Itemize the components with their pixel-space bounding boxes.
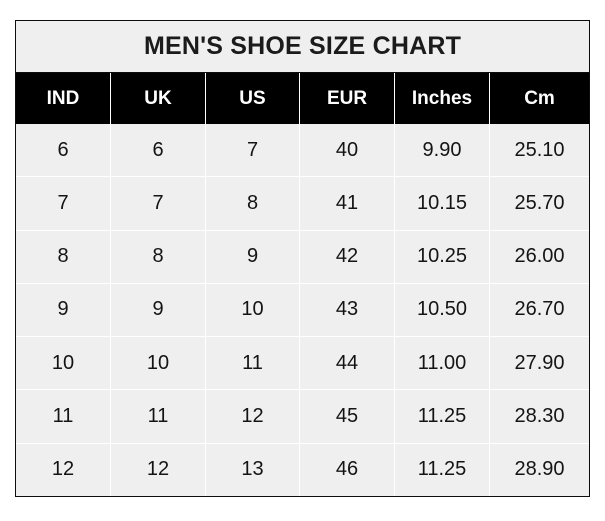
- size-chart-table: MEN'S SHOE SIZE CHART IND UK US EUR Inches Cm…: [15, 20, 590, 497]
- cell-us-6: 13: [206, 443, 300, 496]
- column-header-eur: EUR: [300, 73, 395, 124]
- cell-us-5: 12: [206, 390, 300, 443]
- cell-eur-3: 43: [300, 283, 395, 337]
- cell-eur-5: 45: [300, 390, 395, 443]
- column-header-uk: UK: [111, 73, 206, 124]
- cell-eur-4: 44: [300, 337, 395, 390]
- cell-cm-5: 28.30: [490, 390, 589, 443]
- cell-uk-4: 10: [111, 337, 206, 390]
- cell-inches-4: 11.00: [395, 337, 490, 390]
- cell-inches-3: 10.50: [395, 283, 490, 337]
- cell-eur-1: 41: [300, 177, 395, 230]
- cell-ind-1: 7: [16, 177, 111, 230]
- table-row: 12 12 13 46 11.25 28.90: [16, 443, 589, 496]
- table-row: 9 9 10 43 10.50 26.70: [16, 283, 589, 338]
- table-row: 8 8 9 42 10.25 26.00: [16, 230, 589, 284]
- cell-ind-4: 10: [16, 337, 111, 390]
- cell-us-3: 10: [206, 283, 300, 337]
- chart-title-row: MEN'S SHOE SIZE CHART: [16, 21, 589, 73]
- cell-cm-6: 28.90: [490, 443, 589, 496]
- page-title: MEN'S SHOE SIZE CHART: [143, 32, 462, 60]
- column-header-inches: Inches: [395, 73, 490, 124]
- cell-eur-2: 42: [300, 230, 395, 283]
- cell-eur-6: 46: [300, 443, 395, 496]
- column-header-us: US: [206, 73, 300, 124]
- cell-inches-0: 9.90: [395, 124, 490, 177]
- cell-ind-6: 12: [16, 443, 111, 496]
- cell-eur-0: 40: [300, 124, 395, 177]
- cell-ind-3: 9: [16, 283, 111, 337]
- cell-ind-2: 8: [16, 230, 111, 283]
- table-row: 6 6 7 40 9.90 25.10: [16, 124, 589, 178]
- cell-cm-4: 27.90: [490, 337, 589, 390]
- table-row: 10 10 11 44 11.00 27.90: [16, 337, 589, 391]
- cell-us-1: 8: [206, 177, 300, 230]
- cell-uk-5: 11: [111, 390, 206, 443]
- cell-cm-1: 25.70: [490, 177, 589, 230]
- cell-ind-0: 6: [16, 124, 111, 177]
- cell-uk-1: 7: [111, 177, 206, 230]
- cell-cm-2: 26.00: [490, 230, 589, 283]
- cell-uk-6: 12: [111, 443, 206, 496]
- column-header-ind: IND: [16, 73, 111, 124]
- cell-us-2: 9: [206, 230, 300, 283]
- cell-inches-5: 11.25: [395, 390, 490, 443]
- cell-us-4: 11: [206, 337, 300, 390]
- cell-uk-0: 6: [111, 124, 206, 177]
- cell-ind-5: 11: [16, 390, 111, 443]
- table-body: 6 6 7 40 9.90 25.10 7 7 8 41 10.15 25.70 8 8 9 42 10.25 2…: [16, 124, 589, 496]
- cell-inches-1: 10.15: [395, 177, 490, 230]
- cell-cm-0: 25.10: [490, 124, 589, 177]
- table-header-row: IND UK US EUR Inches Cm: [16, 73, 589, 124]
- cell-cm-3: 26.70: [490, 283, 589, 337]
- cell-inches-2: 10.25: [395, 230, 490, 283]
- cell-uk-3: 9: [111, 283, 206, 337]
- cell-inches-6: 11.25: [395, 443, 490, 496]
- table-row: 11 11 12 45 11.25 28.30: [16, 390, 589, 444]
- table-row: 7 7 8 41 10.15 25.70: [16, 177, 589, 231]
- cell-us-0: 7: [206, 124, 300, 177]
- column-header-cm: Cm: [490, 73, 589, 124]
- cell-uk-2: 8: [111, 230, 206, 283]
